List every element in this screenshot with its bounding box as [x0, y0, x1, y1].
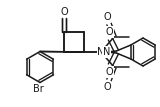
Text: Br: Br [33, 85, 43, 94]
Text: O: O [103, 82, 111, 92]
Text: O: O [106, 27, 113, 37]
Text: O: O [106, 67, 113, 77]
Text: O: O [60, 7, 68, 16]
Text: O: O [103, 12, 111, 22]
Text: N: N [103, 47, 110, 57]
Text: O: O [60, 7, 68, 16]
Text: N: N [97, 47, 105, 57]
